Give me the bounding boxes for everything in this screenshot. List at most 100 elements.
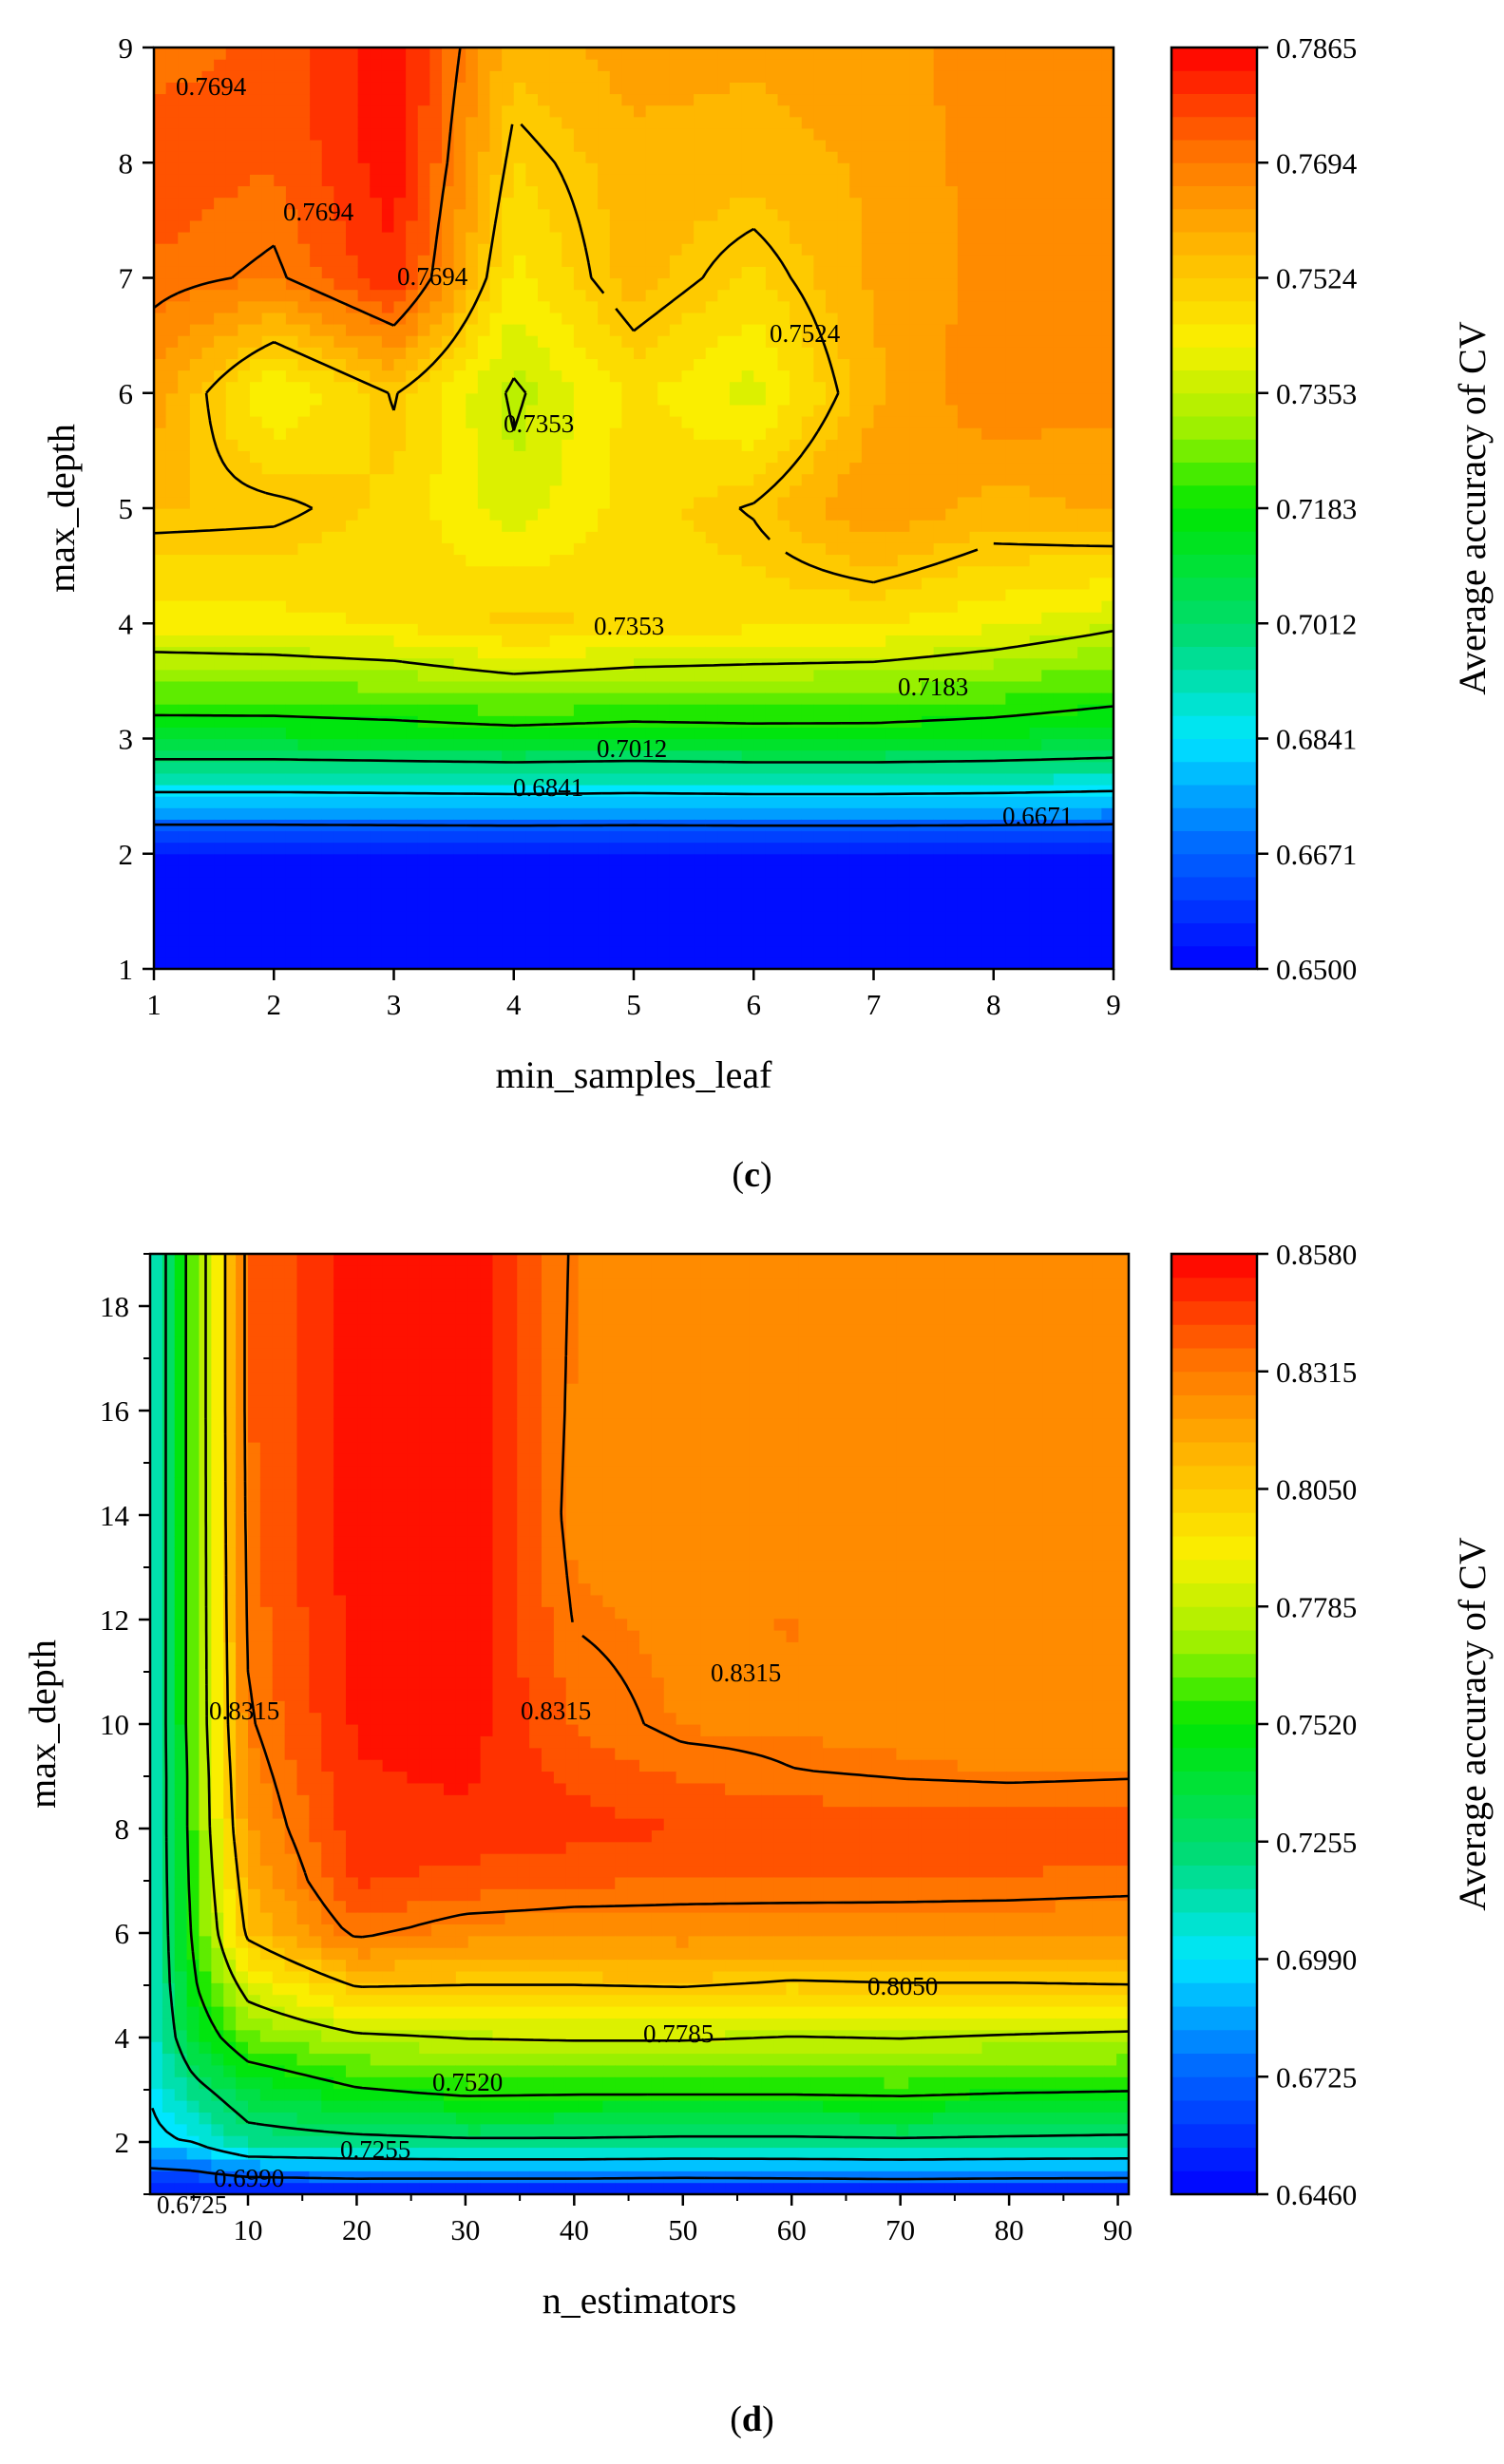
- heatmap-cell: [730, 623, 743, 635]
- heatmap-cell: [165, 300, 179, 313]
- heatmap-cell: [154, 219, 167, 233]
- heatmap-cell: [717, 140, 731, 152]
- heatmap-cell: [466, 600, 479, 613]
- heatmap-cell: [813, 174, 827, 187]
- heatmap-cell: [717, 450, 731, 464]
- heatmap-cell: [538, 70, 551, 83]
- heatmap-cell: [777, 542, 790, 556]
- heatmap-cell: [730, 957, 743, 970]
- heatmap-cell: [694, 531, 707, 543]
- heatmap-cell: [585, 439, 599, 451]
- heatmap-cell: [238, 635, 251, 648]
- heatmap-cell: [225, 358, 238, 371]
- heatmap-cell: [897, 635, 910, 648]
- heatmap-cell: [849, 623, 863, 635]
- heatmap-cell: [849, 692, 863, 705]
- heatmap-cell: [393, 554, 407, 567]
- heatmap-cell: [381, 934, 395, 947]
- heatmap-cell: [225, 484, 238, 498]
- heatmap-cell: [634, 785, 647, 797]
- heatmap-cell: [538, 922, 551, 936]
- heatmap-cell: [669, 462, 683, 475]
- heatmap-cell: [333, 635, 347, 648]
- heatmap-cell: [741, 934, 754, 947]
- heatmap-cell: [154, 151, 167, 163]
- heatmap-cell: [885, 392, 899, 406]
- heatmap-cell: [598, 347, 611, 359]
- heatmap-cell: [849, 704, 863, 716]
- heatmap-cell: [813, 312, 827, 325]
- heatmap-cell: [274, 300, 287, 313]
- heatmap-cell: [477, 335, 491, 348]
- heatmap-cell: [813, 450, 827, 464]
- heatmap-cell: [321, 300, 334, 313]
- heatmap-cell: [657, 358, 671, 371]
- heatmap-cell: [201, 577, 215, 590]
- heatmap-cell: [705, 59, 718, 71]
- heatmap-cell: [538, 197, 551, 210]
- heatmap-cell: [765, 508, 779, 521]
- heatmap-cell: [634, 508, 647, 521]
- heatmap-cell: [310, 565, 323, 578]
- heatmap-cell: [417, 450, 430, 464]
- heatmap-cell: [477, 554, 491, 567]
- heatmap-cell: [429, 565, 443, 578]
- heatmap-cell: [849, 669, 863, 682]
- heatmap-cell: [429, 450, 443, 464]
- heatmap-cell: [525, 162, 539, 175]
- heatmap-cell: [513, 772, 526, 786]
- heatmap-cell: [849, 140, 863, 152]
- heatmap-cell: [178, 623, 191, 635]
- heatmap-cell: [489, 749, 503, 763]
- heatmap-cell: [406, 462, 419, 475]
- heatmap-cell: [645, 404, 658, 417]
- heatmap-cell: [381, 462, 395, 475]
- heatmap-cell: [837, 542, 850, 556]
- heatmap-cell: [826, 692, 839, 705]
- heatmap-cell: [717, 565, 731, 578]
- heatmap-cell: [765, 59, 779, 71]
- heatmap-cell: [741, 335, 754, 348]
- heatmap-cell: [178, 853, 191, 866]
- heatmap-cell: [250, 842, 263, 855]
- heatmap-cell: [562, 957, 575, 970]
- heatmap-cell: [573, 370, 587, 383]
- heatmap-cell: [154, 922, 167, 936]
- heatmap-cell: [681, 104, 695, 118]
- heatmap-cell: [777, 439, 790, 451]
- heatmap-cell: [681, 877, 695, 889]
- heatmap-cell: [813, 140, 827, 152]
- heatmap-cell: [645, 635, 658, 648]
- heatmap-cell: [297, 266, 311, 279]
- heatmap-cell: [538, 151, 551, 163]
- heatmap-cell: [861, 185, 875, 199]
- heatmap-cell: [178, 358, 191, 371]
- heatmap-cell: [609, 623, 622, 635]
- heatmap-cell: [406, 347, 419, 359]
- heatmap-cell: [585, 934, 599, 947]
- heatmap-cell: [165, 922, 179, 936]
- heatmap-cell: [765, 807, 779, 820]
- heatmap-cell: [225, 772, 238, 786]
- heatmap-cell: [741, 255, 754, 267]
- heatmap-cell: [429, 219, 443, 233]
- heatmap-cell: [645, 669, 658, 682]
- heatmap-cell: [201, 531, 215, 543]
- heatmap-cell: [406, 219, 419, 233]
- heatmap-cell: [346, 484, 359, 498]
- heatmap-cell: [274, 785, 287, 797]
- heatmap-cell: [621, 772, 635, 786]
- heatmap-cell: [453, 208, 466, 221]
- heatmap-cell: [513, 669, 526, 682]
- heatmap-cell: [573, 416, 587, 428]
- heatmap-cell: [285, 370, 299, 383]
- heatmap-cell: [346, 127, 359, 141]
- heatmap-cell: [346, 404, 359, 417]
- heatmap-cell: [489, 140, 503, 152]
- heatmap-cell: [154, 508, 167, 521]
- heatmap-cell: [333, 162, 347, 175]
- heatmap-cell: [513, 219, 526, 233]
- heatmap-cell: [645, 151, 658, 163]
- heatmap-cell: [765, 484, 779, 498]
- heatmap-cell: [274, 646, 287, 659]
